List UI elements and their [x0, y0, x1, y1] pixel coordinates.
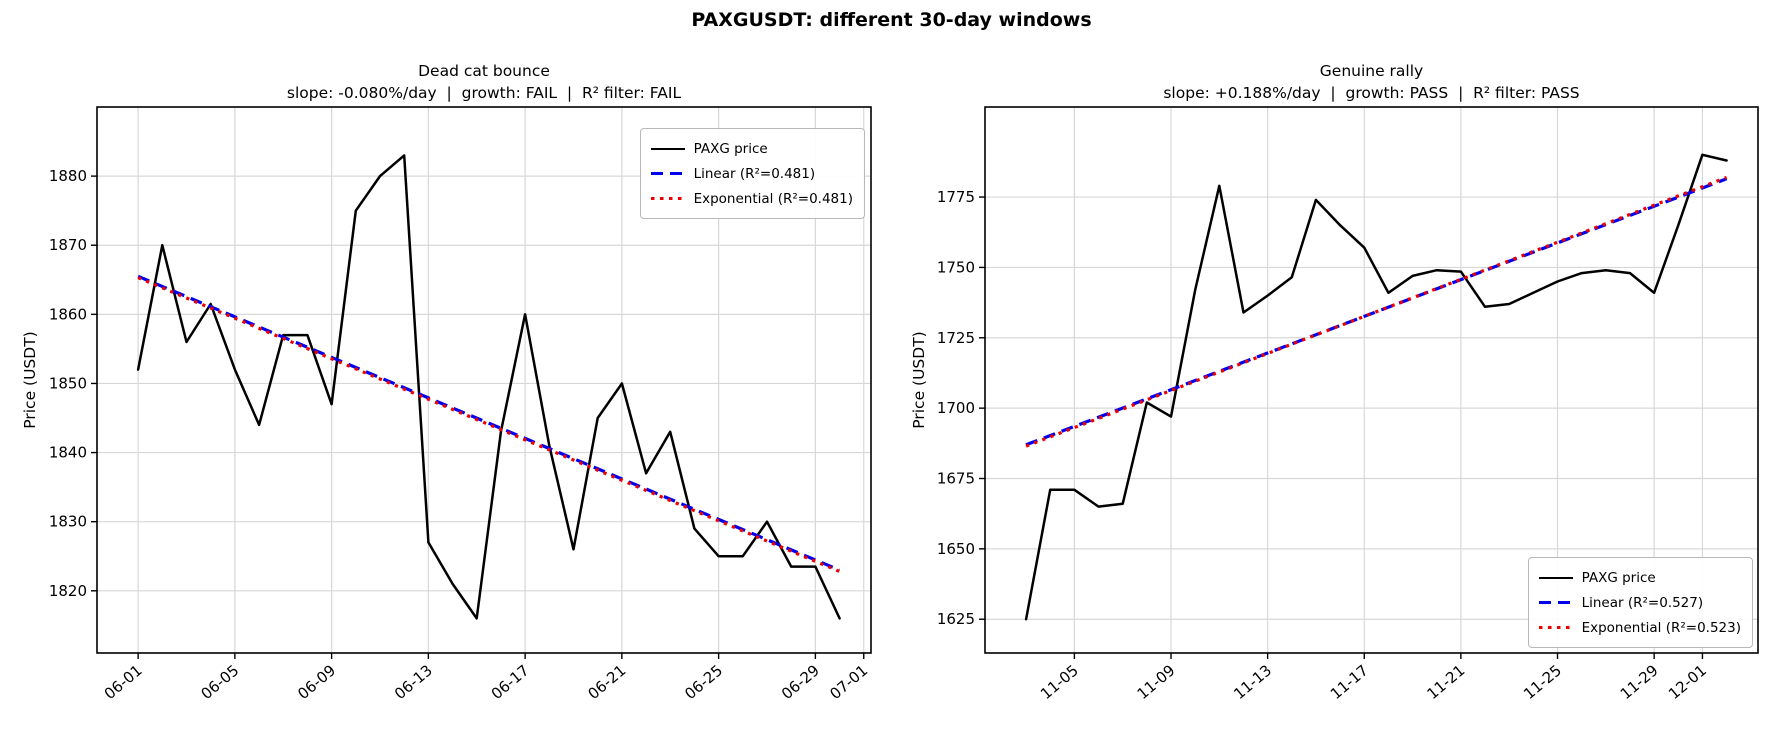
y-tick-label: 1840	[49, 444, 87, 462]
legend-label: Linear (R²=0.481)	[693, 165, 816, 182]
x-tick-label: 06-29	[778, 661, 823, 703]
left-chart-svg: 1820 1830 1840 1850 1860 1870 1880 06-01 06-05 06…	[49, 106, 872, 703]
legend-item-paxg-price: PAXG price	[650, 136, 853, 161]
x-tick-label: 06-25	[681, 661, 726, 703]
linear-trend-line	[1025, 177, 1728, 447]
legend-item-exponential: Exponential (R²=0.523)	[1538, 615, 1741, 640]
x-tick-label: 11-29	[1617, 661, 1662, 703]
plot-border	[96, 106, 872, 654]
plot-border	[984, 106, 1759, 654]
left-chart-title: Dead cat bounce	[418, 62, 550, 80]
x-tick-label: 11-21	[1423, 661, 1468, 703]
x-tick-label: 06-13	[391, 661, 436, 703]
x-tick-label: 06-05	[197, 661, 242, 703]
linear-trend-line	[137, 274, 841, 572]
x-tick-label: 11-09	[1134, 661, 1179, 703]
y-tick-label: 1775	[937, 188, 975, 206]
y-tick-label: 1650	[937, 540, 975, 558]
legend-label: Exponential (R²=0.481)	[693, 190, 853, 207]
y-tick-label: 1750	[937, 258, 975, 276]
legend-item-linear: Linear (R²=0.527)	[1538, 590, 1741, 615]
x-tick-label: 06-09	[294, 661, 339, 703]
legend-label: Exponential (R²=0.523)	[1581, 619, 1741, 636]
x-tick-label: 06-17	[488, 661, 533, 703]
right-chart-title: Genuine rally	[1319, 62, 1424, 80]
y-tick-label: 1820	[49, 582, 87, 600]
x-tick-label: 07-01	[826, 661, 871, 703]
paxg-price-line	[136, 154, 841, 620]
y-tick-label: 1850	[49, 374, 87, 392]
y-tick-label: 1870	[49, 236, 87, 254]
x-tick-label: 06-01	[101, 661, 146, 703]
left-chart-subtitle: slope: -0.080%/day | growth: FAIL | R² f…	[286, 84, 682, 102]
x-tick-label: 12-01	[1665, 661, 1710, 703]
x-tick-label: 06-21	[584, 661, 629, 703]
y-tick-label: 1675	[937, 470, 975, 488]
y-tick-label: 1725	[937, 329, 975, 347]
paxg-price-line	[1024, 153, 1728, 621]
dashed-line-icon	[650, 171, 685, 176]
legend-item-linear: Linear (R²=0.481)	[650, 161, 853, 186]
right-legend: PAXG price Linear (R²=0.527) Exponential…	[1527, 557, 1753, 648]
dashed-line-icon	[1538, 600, 1573, 605]
solid-line-icon	[650, 147, 685, 150]
legend-item-exponential: Exponential (R²=0.481)	[650, 186, 853, 211]
solid-line-icon	[1538, 576, 1573, 579]
x-tick-label: 11-25	[1520, 661, 1565, 703]
dotted-line-icon	[650, 196, 685, 201]
left-legend: PAXG price Linear (R²=0.481) Exponential…	[639, 128, 865, 219]
x-tick-label: 11-13	[1230, 661, 1275, 703]
x-tick-label: 11-05	[1037, 661, 1082, 703]
exponential-trend-line	[1025, 175, 1728, 448]
y-tick-label: 1880	[49, 167, 87, 185]
right-chart-svg: 1625 1650 1675 1700 1725 1750 1775 11-05 11-09 11…	[937, 106, 1759, 703]
right-chart-subtitle: slope: +0.188%/day | growth: PASS | R² f…	[1163, 84, 1580, 102]
y-tick-label: 1830	[49, 513, 87, 531]
y-tick-label: 1860	[49, 305, 87, 323]
legend-label: Linear (R²=0.527)	[1581, 594, 1704, 611]
y-tick-label: 1625	[937, 610, 975, 628]
y-tick-label: 1700	[937, 399, 975, 417]
legend-item-paxg-price: PAXG price	[1538, 565, 1741, 590]
figure-title: PAXGUSDT: different 30-day windows	[691, 9, 1092, 31]
legend-label: PAXG price	[1581, 569, 1656, 586]
x-tick-label: 11-17	[1327, 661, 1372, 703]
dotted-line-icon	[1538, 625, 1573, 630]
legend-label: PAXG price	[693, 140, 768, 157]
